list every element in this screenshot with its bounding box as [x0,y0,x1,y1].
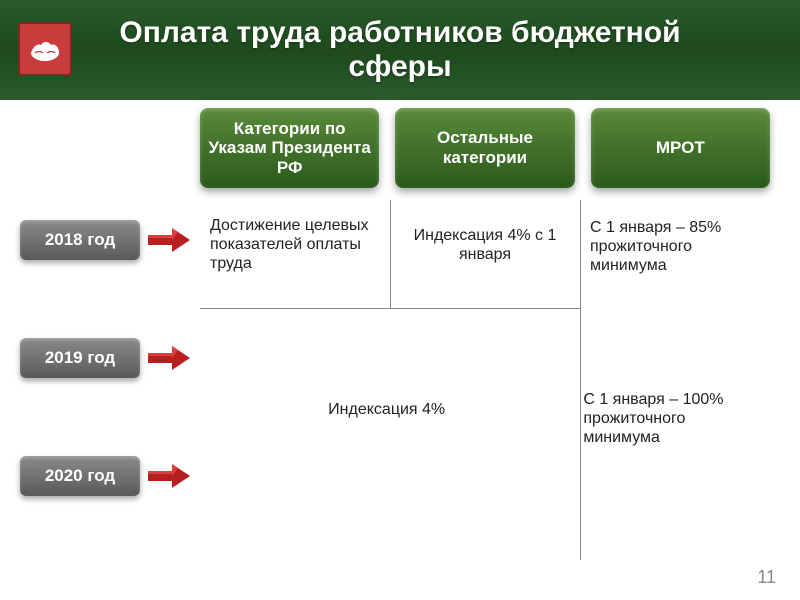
table-row-2019-2020: Индексация 4% С 1 января – 100% прожиточ… [200,390,770,456]
arrow-head-icon [172,464,190,488]
arrow-2018 [148,228,192,252]
coat-of-arms-icon [27,31,63,67]
cell-2018-presidential: Достижение целевых показателей оплаты тр… [200,208,390,284]
arrow-2020 [148,464,192,488]
arrow-head-icon [172,346,190,370]
cell-2019-2020-mrot: С 1 января – 100% прожиточного минимума [573,390,770,456]
arrow-head-icon [172,228,190,252]
data-grid: Достижение целевых показателей оплаты тр… [200,200,770,560]
arrow-shaft-icon [148,471,174,481]
slide: Оплата труда работников бюджетной сферы … [0,0,800,600]
year-2020: 2020 год [20,456,140,496]
arrow-shaft-icon [148,235,174,245]
column-headers: Категории по Указам Президента РФ Осталь… [200,108,770,188]
year-2019: 2019 год [20,338,140,378]
page-number: 11 [757,567,776,588]
arrow-2019 [148,346,192,370]
col-header-other: Остальные категории [395,108,574,188]
slide-title: Оплата труда работников бюджетной сферы [0,16,800,85]
slide-header: Оплата труда работников бюджетной сферы [0,0,800,100]
cell-2018-other: Индексация 4% с 1 января [390,208,580,284]
grid-divider-h [200,308,580,309]
arrow-shaft-icon [148,353,174,363]
table-row-2018: Достижение целевых показателей оплаты тр… [200,208,770,284]
cell-2018-mrot: С 1 января – 85% прожиточного минимума [580,208,770,284]
cell-2019-2020-indexation: Индексация 4% [200,390,573,456]
slide-content: Категории по Указам Президента РФ Осталь… [0,100,800,600]
col-header-mrot: МРОТ [591,108,770,188]
col-header-presidential: Категории по Указам Президента РФ [200,108,379,188]
region-logo [18,22,72,76]
year-2018: 2018 год [20,220,140,260]
row-labels: 2018 год 2019 год 2020 год [20,220,140,574]
